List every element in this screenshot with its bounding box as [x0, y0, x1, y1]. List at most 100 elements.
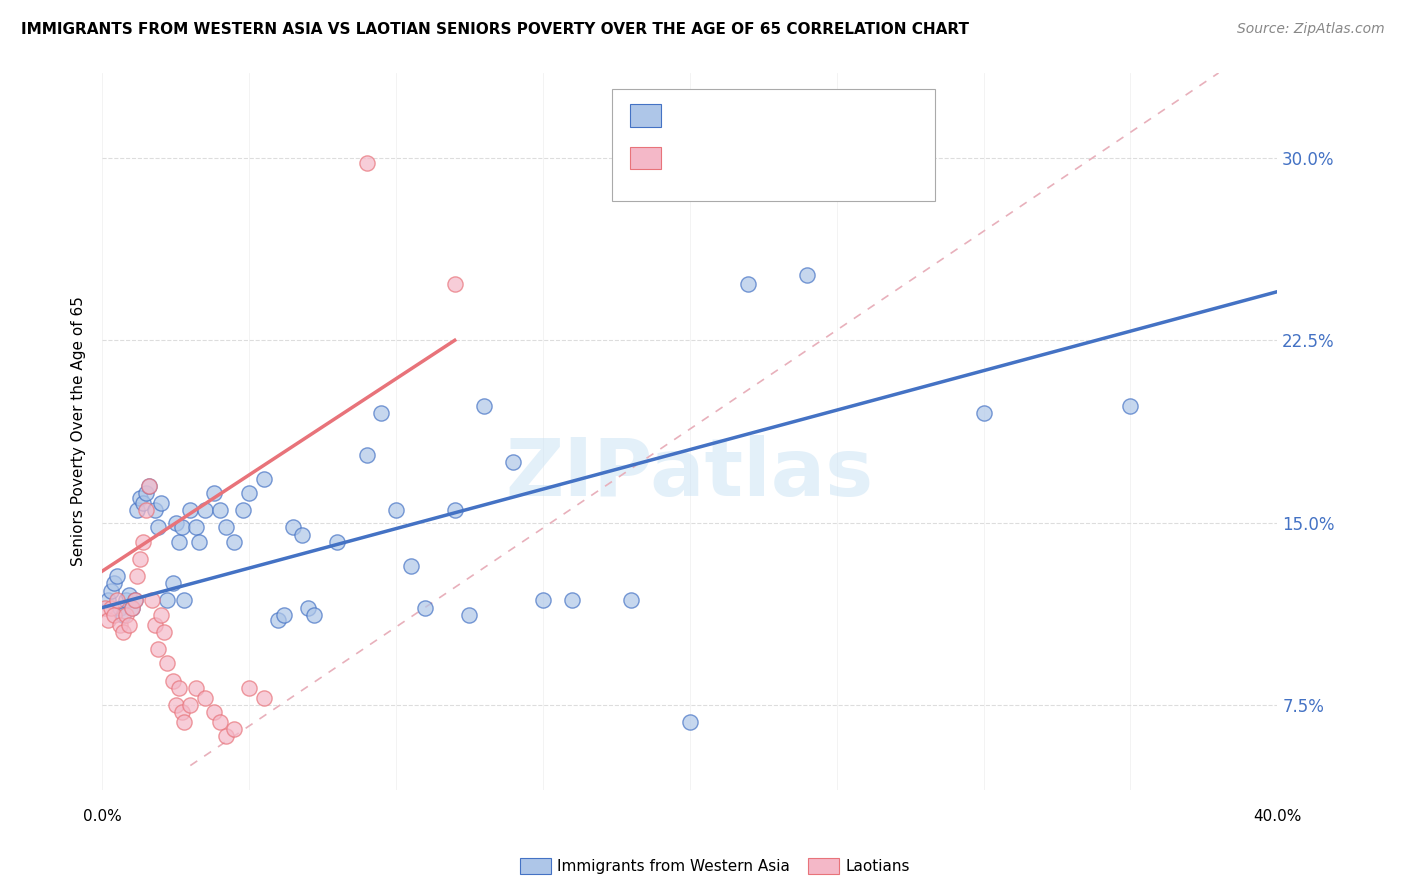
Point	[129, 491, 152, 506]
Point	[165, 516, 187, 530]
Point	[326, 535, 349, 549]
Point	[111, 624, 134, 639]
Point	[143, 503, 166, 517]
Point	[129, 552, 152, 566]
Text: 40.0%: 40.0%	[1253, 809, 1302, 824]
Point	[121, 600, 143, 615]
Point	[121, 600, 143, 615]
Point	[97, 593, 120, 607]
Point	[186, 681, 208, 695]
Point	[105, 569, 128, 583]
Point	[167, 535, 190, 549]
Point	[186, 520, 208, 534]
Point	[796, 268, 818, 282]
Point	[194, 690, 217, 705]
Point	[138, 479, 160, 493]
Point	[214, 730, 236, 744]
Point	[208, 503, 231, 517]
Point	[100, 600, 122, 615]
Point	[302, 607, 325, 622]
Point	[97, 613, 120, 627]
Point	[173, 593, 195, 607]
Point	[149, 607, 172, 622]
Point	[170, 520, 193, 534]
Point	[232, 503, 254, 517]
Point	[253, 690, 276, 705]
Point	[238, 681, 260, 695]
Point	[202, 486, 225, 500]
Point	[443, 277, 465, 292]
Text: N = 57: N = 57	[808, 106, 870, 125]
Point	[118, 617, 141, 632]
Text: IMMIGRANTS FROM WESTERN ASIA VS LAOTIAN SENIORS POVERTY OVER THE AGE OF 65 CORRE: IMMIGRANTS FROM WESTERN ASIA VS LAOTIAN …	[21, 22, 969, 37]
Point	[283, 520, 305, 534]
Point	[370, 406, 392, 420]
Point	[561, 593, 583, 607]
Point	[399, 559, 422, 574]
Point	[502, 455, 524, 469]
Point	[179, 698, 201, 712]
Point	[973, 406, 995, 420]
Point	[356, 156, 378, 170]
Point	[156, 593, 179, 607]
Point	[1119, 399, 1142, 413]
Point	[188, 535, 211, 549]
Point	[224, 722, 246, 736]
Point	[108, 617, 131, 632]
Point	[146, 520, 169, 534]
Point	[132, 496, 155, 510]
Point	[167, 681, 190, 695]
Point	[108, 600, 131, 615]
Point	[105, 593, 128, 607]
Point	[94, 600, 117, 615]
Point	[179, 503, 201, 517]
Point	[165, 698, 187, 712]
Point	[238, 486, 260, 500]
Point	[111, 607, 134, 622]
Point	[224, 535, 246, 549]
Point	[114, 593, 136, 607]
Point	[170, 705, 193, 719]
Point	[202, 705, 225, 719]
Point	[135, 503, 157, 517]
Y-axis label: Seniors Poverty Over the Age of 65: Seniors Poverty Over the Age of 65	[72, 296, 86, 566]
Point	[273, 607, 295, 622]
Point	[385, 503, 408, 517]
Point	[620, 593, 643, 607]
Point	[162, 576, 184, 591]
Text: 0.0%: 0.0%	[83, 809, 121, 824]
Point	[153, 624, 176, 639]
Point	[162, 673, 184, 688]
Point	[472, 399, 495, 413]
Point	[124, 593, 146, 607]
Point	[458, 607, 481, 622]
Point	[253, 472, 276, 486]
Point	[132, 535, 155, 549]
Point	[118, 589, 141, 603]
Point	[194, 503, 217, 517]
Point	[127, 569, 149, 583]
Point	[531, 593, 554, 607]
Point	[143, 617, 166, 632]
Point	[141, 593, 163, 607]
Point	[100, 583, 122, 598]
Point	[356, 448, 378, 462]
Point	[267, 613, 290, 627]
Point	[103, 607, 125, 622]
Point	[156, 657, 179, 671]
Point	[208, 714, 231, 729]
Point	[127, 503, 149, 517]
Point	[103, 576, 125, 591]
Point	[138, 479, 160, 493]
Point	[679, 714, 702, 729]
Text: Immigrants from Western Asia: Immigrants from Western Asia	[557, 859, 790, 873]
Point	[443, 503, 465, 517]
Text: Laotians: Laotians	[845, 859, 910, 873]
Point	[173, 714, 195, 729]
Text: Source: ZipAtlas.com: Source: ZipAtlas.com	[1237, 22, 1385, 37]
Point	[297, 600, 319, 615]
Point	[415, 600, 437, 615]
Point	[124, 593, 146, 607]
Text: N = 38: N = 38	[808, 149, 870, 168]
Point	[146, 641, 169, 656]
